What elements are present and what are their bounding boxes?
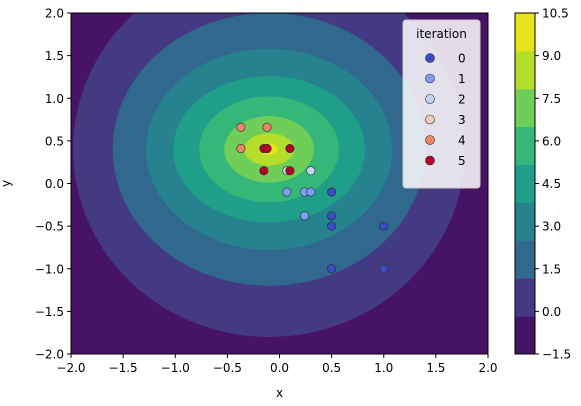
point-iteration-0-1 — [327, 211, 337, 221]
colorbar-band-6 — [515, 88, 535, 128]
colorbar-band-8 — [515, 13, 535, 52]
legend-label-0: 0 — [458, 52, 466, 66]
colorbar-tick-label: 10.5 — [542, 7, 569, 21]
colorbar-tick-label: 0.0 — [542, 305, 561, 319]
colorbar-tick-label: 1.5 — [542, 262, 561, 276]
point-iteration-0-0 — [327, 187, 337, 197]
colorbar: −1.5 0.0 1.5 3.0 4.5 6.0 7.5 9.0 10.5 — [514, 7, 571, 362]
point-iteration-2-1 — [306, 166, 316, 176]
legend-marker-2 — [425, 94, 435, 104]
point-iteration-5-2 — [285, 144, 295, 154]
y-axis: −2.0 −1.5 −1.0 −0.5 0.0 0.5 1.0 1.5 2.0 — [35, 7, 71, 362]
y-axis-label: y — [0, 180, 13, 187]
legend-label-4: 4 — [458, 134, 466, 148]
legend-label-2: 2 — [458, 93, 466, 107]
y-tick-label: 0.0 — [45, 177, 64, 191]
x-tick-label: 1.0 — [374, 361, 393, 375]
point-iteration-4-0 — [236, 122, 246, 132]
colorbar-band-4 — [515, 164, 535, 203]
colorbar-band-1 — [515, 278, 535, 317]
legend-label-1: 1 — [458, 72, 466, 86]
scatter-points — [236, 122, 389, 274]
point-iteration-4-1 — [262, 122, 272, 132]
legend-label-5: 5 — [458, 154, 466, 168]
legend: iteration 0 1 2 3 4 5 — [402, 19, 481, 189]
x-tick-label: −1.5 — [109, 361, 138, 375]
y-tick-label: 1.0 — [45, 92, 64, 106]
colorbar-tick-label: 7.5 — [542, 92, 561, 106]
colorbar-tick-label: 9.0 — [542, 49, 561, 63]
legend-label-3: 3 — [458, 113, 466, 127]
point-iteration-1-3 — [300, 211, 310, 221]
y-tick-label: −2.0 — [35, 348, 64, 362]
point-iteration-0-2 — [327, 221, 337, 231]
legend-marker-1 — [425, 73, 435, 84]
x-tick-label: 1.5 — [426, 361, 445, 375]
legend-marker-4 — [425, 135, 435, 145]
point-iteration-0-5 — [379, 264, 389, 274]
y-tick-label: −1.0 — [35, 262, 64, 276]
legend-title: iteration — [416, 27, 467, 41]
y-tick-label: 0.5 — [45, 134, 64, 148]
colorbar-band-0 — [515, 316, 535, 355]
point-iteration-4-2 — [236, 144, 246, 154]
x-tick-label: 2.0 — [478, 361, 497, 375]
point-iteration-1-2 — [306, 187, 316, 197]
x-tick-label: −0.5 — [213, 361, 242, 375]
legend-marker-0 — [425, 53, 435, 63]
point-iteration-5-3 — [259, 166, 269, 176]
colorbar-tick-label: 4.5 — [542, 177, 561, 191]
x-tick-label: 0.0 — [270, 361, 289, 375]
y-tick-label: −1.5 — [35, 305, 64, 319]
y-tick-label: 2.0 — [45, 7, 64, 21]
point-iteration-5-1 — [262, 144, 272, 154]
x-tick-label: 0.5 — [322, 361, 341, 375]
colorbar-tick-label: 6.0 — [542, 134, 561, 148]
legend-box — [402, 19, 481, 189]
colorbar-tick-label: 3.0 — [542, 220, 561, 234]
x-axis: −2.0 −1.5 −1.0 −0.5 0.0 0.5 1.0 1.5 2.0 — [56, 354, 498, 375]
colorbar-band-5 — [515, 126, 535, 166]
x-axis-label: x — [276, 386, 283, 400]
colorbar-band-7 — [515, 50, 535, 90]
point-iteration-5-4 — [285, 166, 295, 176]
colorbar-tick-label: −1.5 — [542, 348, 571, 362]
x-tick-label: −1.0 — [161, 361, 190, 375]
y-tick-label: −0.5 — [35, 220, 64, 234]
point-iteration-1-0 — [282, 187, 292, 197]
colorbar-band-3 — [515, 202, 535, 241]
y-tick-label: 1.5 — [45, 49, 64, 63]
legend-marker-3 — [425, 114, 435, 125]
point-iteration-0-3 — [379, 221, 389, 231]
point-iteration-0-4 — [327, 264, 337, 274]
colorbar-band-2 — [515, 240, 535, 279]
legend-marker-5 — [425, 155, 435, 166]
x-tick-label: −2.0 — [56, 361, 85, 375]
